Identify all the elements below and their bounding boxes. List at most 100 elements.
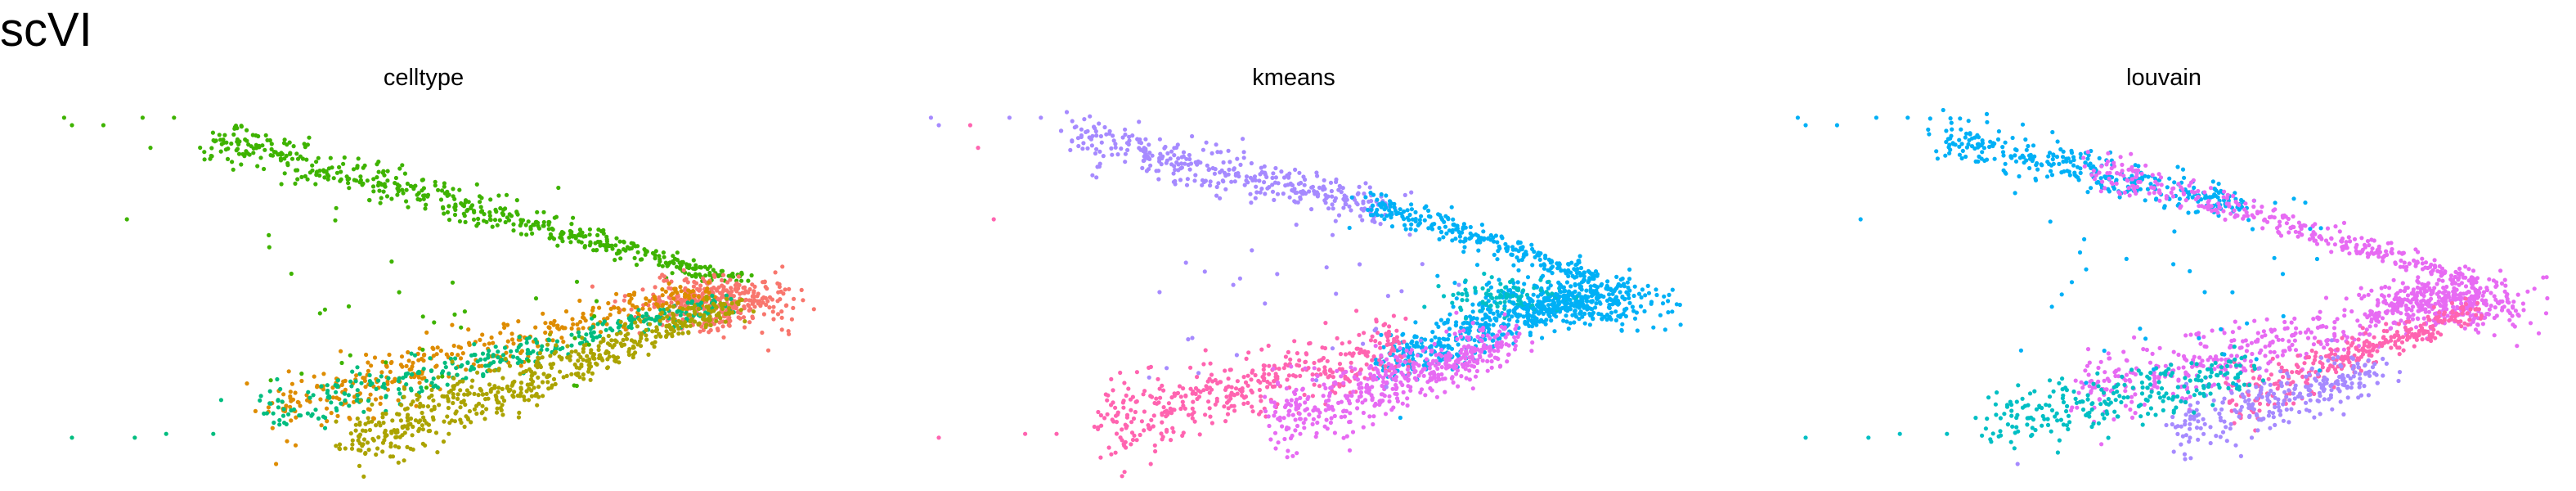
data-point [1394, 335, 1399, 340]
data-point [2098, 176, 2103, 181]
data-point [388, 441, 393, 446]
data-point [1550, 271, 1555, 276]
data-point [1540, 336, 1545, 340]
data-point [570, 317, 575, 322]
data-point [1627, 277, 1632, 282]
data-point [230, 160, 235, 164]
data-point [1134, 370, 1139, 375]
data-point [1591, 289, 1596, 294]
data-point [2085, 190, 2090, 195]
data-point [518, 232, 524, 236]
data-point [1157, 386, 1162, 391]
data-point [527, 336, 532, 340]
data-point [1268, 381, 1272, 386]
data-point [2085, 156, 2090, 161]
data-point [335, 378, 340, 383]
data-point [671, 304, 676, 309]
data-point [404, 187, 409, 192]
data-point [1212, 171, 1217, 176]
data-point [1244, 174, 1250, 179]
data-point [640, 287, 645, 292]
data-point [1470, 386, 1475, 391]
data-point [2083, 160, 2088, 165]
data-point [1294, 387, 1299, 392]
data-point [644, 311, 648, 316]
data-point [1441, 235, 1446, 240]
data-point [1270, 384, 1276, 390]
data-point [1389, 201, 1394, 206]
data-point [321, 387, 325, 392]
data-point [1302, 426, 1307, 430]
data-point [447, 192, 451, 197]
data-point [1536, 299, 1541, 304]
data-point [2071, 163, 2076, 168]
data-point [1275, 191, 1281, 196]
data-point [1232, 393, 1237, 398]
data-point [1519, 257, 1524, 263]
data-point [1299, 180, 1304, 186]
data-point [640, 306, 645, 311]
data-point [1381, 345, 1386, 349]
data-point [432, 404, 437, 409]
data-point [2013, 153, 2017, 158]
data-point [390, 418, 395, 423]
data-point [421, 358, 426, 363]
data-point [1326, 375, 1331, 380]
data-point [1670, 287, 1675, 292]
data-point [711, 309, 716, 313]
data-point [275, 376, 280, 382]
data-point [435, 345, 440, 350]
data-point [498, 331, 503, 336]
data-point [698, 283, 703, 288]
data-point [1565, 296, 1570, 301]
data-point [1333, 218, 1338, 223]
data-point [493, 345, 498, 349]
data-point [714, 318, 719, 323]
data-point [1513, 344, 1518, 349]
data-point [343, 378, 348, 383]
data-point [617, 239, 622, 244]
data-point [1387, 208, 1392, 213]
data-point [1296, 363, 1302, 368]
data-point [641, 319, 646, 324]
data-point [1321, 187, 1326, 192]
data-point [533, 363, 539, 368]
data-point [408, 386, 413, 391]
data-point [1271, 367, 1276, 372]
data-point [587, 227, 593, 232]
data-point [470, 378, 475, 383]
data-point [1453, 236, 1458, 241]
data-point [360, 182, 365, 187]
data-point [1094, 175, 1099, 180]
data-point [443, 365, 448, 370]
data-point [339, 401, 343, 406]
data-point [1387, 394, 1392, 399]
data-point [1394, 328, 1399, 333]
data-point [1384, 385, 1389, 390]
data-point [1403, 227, 1408, 232]
data-point [466, 327, 471, 332]
data-point [2143, 198, 2147, 203]
data-point [1662, 294, 1667, 299]
data-point [1330, 370, 1335, 375]
data-point [1140, 165, 1145, 170]
data-point [1474, 368, 1479, 374]
data-point [1358, 347, 1363, 352]
data-point [1157, 155, 1162, 160]
data-point [358, 174, 363, 179]
data-point [1505, 247, 1510, 252]
data-point [1377, 402, 1382, 408]
data-point [679, 297, 684, 302]
data-point [1985, 119, 1990, 124]
data-point [579, 364, 584, 369]
data-point [1566, 289, 1572, 294]
data-point [1424, 204, 1429, 209]
data-point [1407, 212, 1412, 218]
data-point [1393, 354, 1398, 359]
data-point [1534, 322, 1539, 327]
data-point [282, 137, 287, 142]
data-point [1113, 405, 1118, 410]
data-point [1538, 263, 1543, 268]
data-point [1980, 150, 1985, 155]
data-point [716, 313, 721, 318]
